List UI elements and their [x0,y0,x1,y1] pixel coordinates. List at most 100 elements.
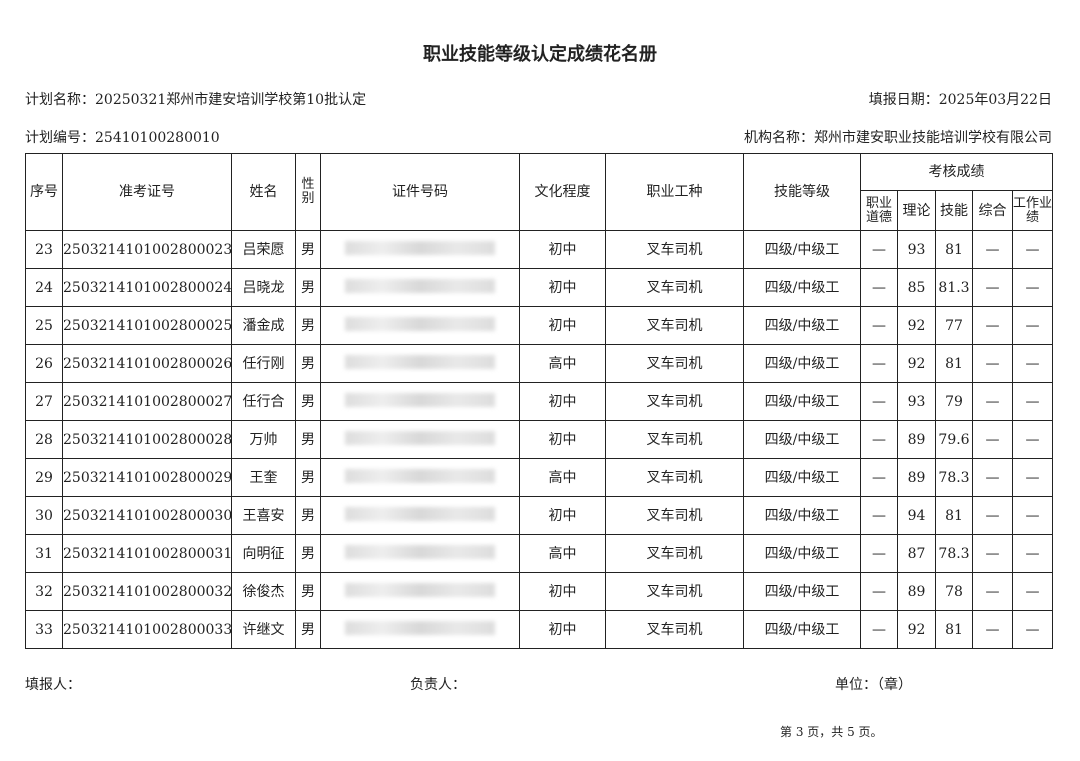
header-id-no: 证件号码 [320,153,520,231]
cell-education: 初中 [519,382,606,421]
cell-ethics: — [860,230,898,269]
cell-occupation: 叉车司机 [605,382,744,421]
cell-occupation: 叉车司机 [605,420,744,459]
score-table: 序号 准考证号 姓名 性别 证件号码 文化程度 职业工种 技能等级 考核成绩 职… [25,153,1054,649]
cell-name: 许继文 [231,610,296,649]
cell-theory: 93 [897,382,936,421]
cell-seq: 33 [25,610,63,649]
cell-theory: 93 [897,230,936,269]
cell-theory: 89 [897,572,936,611]
table-row: 26 2503214101002800026 任行刚男高中 叉车司机 四级/中级工 —92… [25,344,1054,383]
id-number-redacted [320,344,520,383]
cell-theory: 85 [897,268,936,307]
cell-ethics: — [860,458,898,497]
cell-name: 王喜安 [231,496,296,535]
cell-ethics: — [860,420,898,459]
cell-exam-no: 2503214101002800030 [62,496,232,535]
cell-education: 高中 [519,458,606,497]
fill-date: 填报日期：2025年03月22日 [868,92,1052,108]
table-row: 32 2503214101002800032 徐俊杰男初中 叉车司机 四级/中级工 —89… [25,572,1054,611]
cell-exam-no: 2503214101002800029 [62,458,232,497]
cell-work: — [1011,420,1054,459]
table-row: 24 2503214101002800024 吕晓龙男初中 叉车司机 四级/中级工 —85… [25,268,1054,307]
cell-ethics: — [860,382,898,421]
table-row: 27 2503214101002800027 任行合男初中 叉车司机 四级/中级工 —93… [25,382,1054,421]
cell-exam-no: 2503214101002800033 [62,610,232,649]
cell-ethics: — [860,344,898,383]
cell-ethics: — [860,496,898,535]
id-number-redacted [320,230,520,269]
cell-work: — [1011,496,1054,535]
cell-level: 四级/中级工 [743,344,861,383]
id-number-redacted [320,382,520,421]
cell-name: 吕晓龙 [231,268,296,307]
cell-theory: 92 [897,610,936,649]
cell-skill: 81 [935,610,973,649]
cell-skill: 77 [935,306,973,345]
cell-level: 四级/中级工 [743,420,861,459]
cell-seq: 28 [25,420,63,459]
cell-gender: 男 [295,496,321,535]
cell-exam-no: 2503214101002800027 [62,382,232,421]
cell-overall: — [972,572,1013,611]
cell-exam-no: 2503214101002800032 [62,572,232,611]
cell-seq: 23 [25,230,63,269]
org-name: 机构名称：郑州市建安职业技能培训学校有限公司 [744,130,1052,146]
cell-theory: 92 [897,306,936,345]
header-seq: 序号 [25,153,63,231]
header-work: 工作业绩 [1011,190,1054,231]
cell-name: 向明征 [231,534,296,573]
cell-seq: 27 [25,382,63,421]
cell-theory: 89 [897,420,936,459]
cell-ethics: — [860,534,898,573]
header-name: 姓名 [231,153,296,231]
header-level: 技能等级 [743,153,861,231]
cell-exam-no: 2503214101002800023 [62,230,232,269]
cell-seq: 32 [25,572,63,611]
cell-overall: — [972,610,1013,649]
cell-occupation: 叉车司机 [605,496,744,535]
cell-occupation: 叉车司机 [605,306,744,345]
plan-name: 计划名称：20250321郑州市建安培训学校第10批认定 [25,92,367,108]
table-row: 28 2503214101002800028 万帅男初中 叉车司机 四级/中级工 —89 7… [25,420,1054,459]
header-overall: 综合 [972,190,1013,231]
cell-overall: — [972,420,1013,459]
header-gender: 性别 [295,153,321,231]
cell-gender: 男 [295,420,321,459]
cell-skill: 81 [935,496,973,535]
cell-education: 初中 [519,420,606,459]
id-number-redacted [320,534,520,573]
cell-name: 吕荣愿 [231,230,296,269]
id-number-redacted [320,458,520,497]
cell-work: — [1011,534,1054,573]
cell-education: 初中 [519,230,606,269]
cell-work: — [1011,344,1054,383]
cell-education: 初中 [519,496,606,535]
cell-name: 王奎 [231,458,296,497]
cell-occupation: 叉车司机 [605,268,744,307]
cell-ethics: — [860,268,898,307]
cell-education: 高中 [519,344,606,383]
cell-gender: 男 [295,382,321,421]
cell-work: — [1011,610,1054,649]
cell-exam-no: 2503214101002800025 [62,306,232,345]
cell-gender: 男 [295,572,321,611]
cell-overall: — [972,534,1013,573]
cell-skill: 81 [935,230,973,269]
table-row: 23 2503214101002800023 吕荣愿男初中 叉车司机 四级/中级工 —93… [25,230,1054,269]
cell-education: 初中 [519,610,606,649]
cell-work: — [1011,458,1054,497]
footer-filler: 填报人： [25,677,81,693]
cell-seq: 29 [25,458,63,497]
table-row: 31 2503214101002800031 向明征男高中 叉车司机 四级/中级工 —87… [25,534,1054,573]
cell-education: 高中 [519,534,606,573]
cell-ethics: — [860,572,898,611]
header-theory: 理论 [897,190,936,231]
id-number-redacted [320,572,520,611]
cell-level: 四级/中级工 [743,458,861,497]
table-row: 33 2503214101002800033 许继文男初中 叉车司机 四级/中级工 —92… [25,610,1054,649]
cell-theory: 87 [897,534,936,573]
cell-name: 潘金成 [231,306,296,345]
cell-exam-no: 2503214101002800026 [62,344,232,383]
cell-skill: 78 [935,572,973,611]
